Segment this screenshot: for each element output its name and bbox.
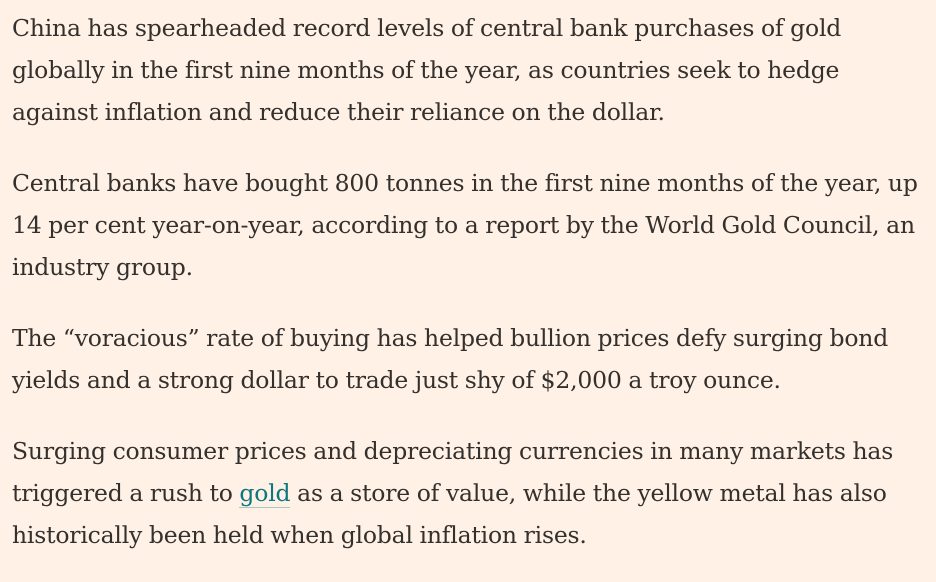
paragraph-consumer-prices: Surging consumer prices and depreciating… <box>12 430 930 556</box>
paragraph-central-banks-tonnes: Central banks have bought 800 tonnes in … <box>12 169 918 281</box>
paragraph-voracious-buying: The “voracious” rate of buying has helpe… <box>12 324 889 394</box>
paragraph-china-purchases: China has spearheaded record levels of c… <box>12 14 842 126</box>
paragraph-text-before-link: Surging consumer prices and depreciating… <box>12 437 894 507</box>
gold-link[interactable]: gold <box>239 479 291 508</box>
article-body: China has spearheaded record levels of c… <box>12 7 930 556</box>
paragraph-text-after-link: as a store of value, while the yellow me… <box>12 479 887 549</box>
